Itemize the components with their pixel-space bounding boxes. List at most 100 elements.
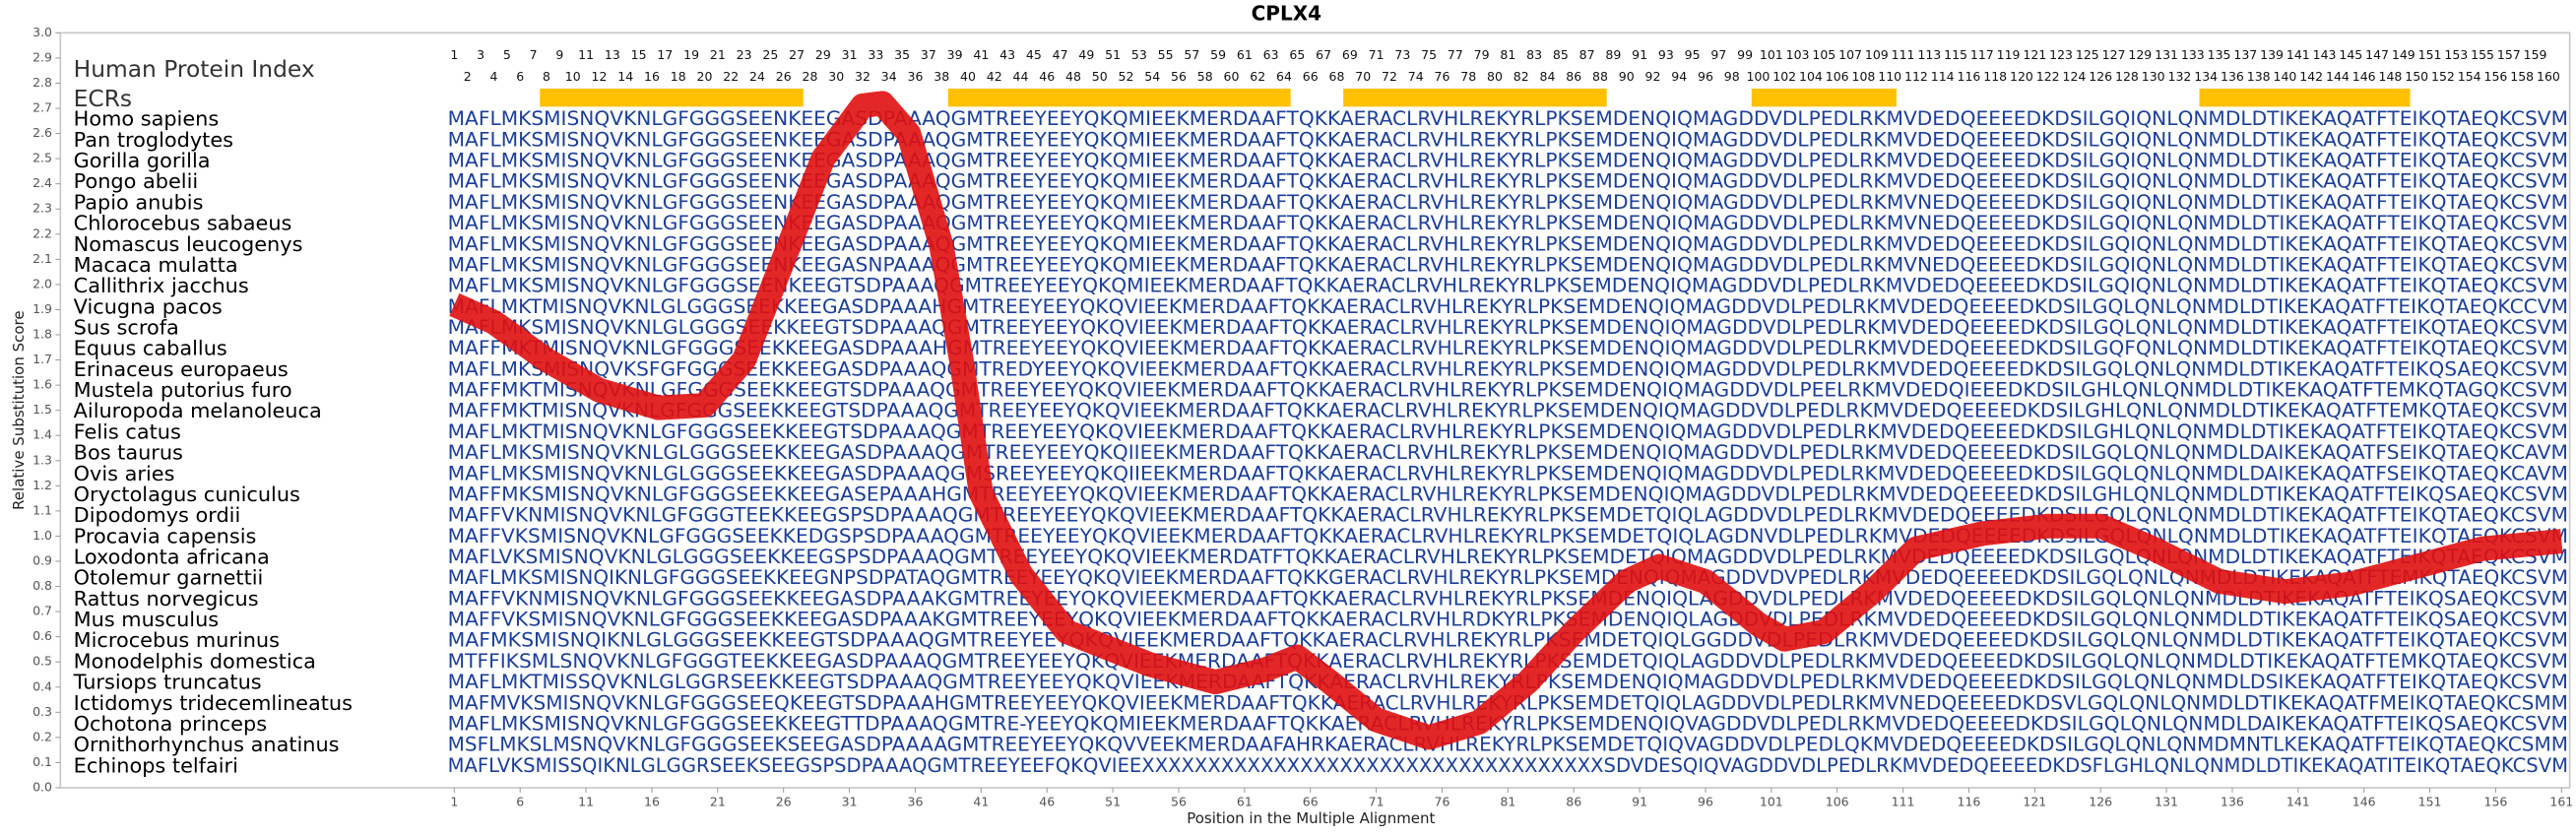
species-name: Mustela putorius furo [74, 378, 292, 402]
index-number: 123 [2049, 47, 2073, 62]
index-number: 66 [1303, 69, 1319, 84]
index-number: 129 [2128, 47, 2152, 62]
index-number: 91 [1632, 47, 1647, 62]
index-number: 14 [617, 69, 633, 84]
index-number: 15 [631, 47, 647, 62]
index-number: 11 [578, 47, 594, 62]
x-tick-label: 156 [2484, 795, 2508, 809]
index-number: 46 [1039, 69, 1055, 84]
x-tick-label: 121 [2023, 795, 2046, 809]
index-number: 124 [2063, 69, 2087, 84]
index-number: 131 [2155, 47, 2178, 62]
index-number: 89 [1605, 47, 1621, 62]
sequence: MAFLMKSMISNQVKNLGFGGGSEENKEEGASDPAAAQGMT… [448, 128, 2568, 151]
y-tick-label: 2.3 [32, 201, 52, 216]
sequence: MAFFVKSMISNQVKNLGFGGGSEEKKEEGASDPAAAKGMT… [448, 609, 2568, 631]
index-number: 57 [1184, 47, 1199, 62]
x-tick-label: 61 [1237, 795, 1253, 809]
sequence: MAFFVKNMISNQVKNLGFGGGTEEKKEEGSPSDPAAAQGM… [448, 504, 2568, 527]
index-number: 127 [2102, 47, 2126, 62]
y-tick-label: 2.9 [32, 49, 52, 64]
index-number: 72 [1382, 69, 1397, 84]
index-number: 114 [1931, 69, 1955, 84]
index-number: 112 [1904, 69, 1928, 84]
species-name: Mus musculus [74, 608, 219, 631]
x-tick-label: 46 [1039, 795, 1055, 809]
y-tick-label: 1.3 [32, 452, 52, 467]
sequence: MSFLMKSLMSNQVKNLGFGGGSEEKSEEGASDPAAAAGMT… [448, 734, 2568, 756]
index-number: 10 [565, 69, 581, 84]
species-name: Erinaceus europaeus [74, 357, 289, 381]
sequence: MAFLVKSMISSQIKNLGLGGRSEEKSEEGSPSDPAAAQGM… [448, 754, 2568, 777]
species-name: Ictidomys tridecemlineatus [74, 691, 353, 715]
index-number: 82 [1513, 69, 1529, 84]
index-number: 69 [1342, 47, 1358, 62]
sequence: MAFLMKSMISNQVKSFGFGGGSEEKKEEGASDPAAAQGMT… [448, 357, 2568, 380]
index-number: 133 [2181, 47, 2205, 62]
species-name: Nomascus leucogenys [74, 232, 303, 256]
index-number: 19 [683, 47, 699, 62]
index-number: 92 [1645, 69, 1661, 84]
index-number: 103 [1786, 47, 1810, 62]
index-number: 134 [2194, 69, 2218, 84]
species-name: Loxodonta africana [74, 546, 270, 569]
index-number: 13 [605, 47, 620, 62]
y-tick-label: 1.1 [32, 502, 52, 517]
index-number: 87 [1579, 47, 1595, 62]
species-name: Oryctolagus cuniculus [74, 483, 300, 506]
index-number: 7 [530, 47, 538, 62]
index-number: 119 [1997, 47, 2021, 62]
x-tick-label: 51 [1105, 795, 1121, 809]
x-tick-label: 101 [1760, 795, 1783, 809]
x-tick-label: 1 [450, 795, 458, 809]
x-tick-label: 111 [1892, 795, 1915, 809]
x-tick-label: 21 [710, 795, 726, 809]
index-number: 118 [1983, 69, 2007, 84]
species-name: Microcebus murinus [74, 628, 280, 652]
index-number: 140 [2274, 69, 2297, 84]
index-number: 146 [2352, 69, 2376, 84]
index-number: 1 [450, 47, 458, 62]
species-name: Monodelphis domestica [74, 649, 316, 673]
index-number: 143 [2313, 47, 2337, 62]
species-name: Ochotona princeps [74, 712, 267, 736]
index-number: 48 [1065, 69, 1081, 84]
sequence: MAFLMKSMISNQVKNLGLGGGSEEKKEEGASDPAAAQGMS… [448, 462, 2568, 484]
index-number: 102 [1772, 69, 1796, 84]
index-number: 34 [881, 69, 897, 84]
index-number: 65 [1289, 47, 1305, 62]
sequence: MAFLMKSMISNQVKNLGFGGGSEENKEEGTSDPAAAQGMT… [448, 275, 2568, 297]
sequence: MAFFMKTMISNQVKNLGFGGGSEEKKEEGTSDPAAAQGMT… [448, 400, 2568, 422]
x-tick-label: 151 [2418, 795, 2442, 809]
index-number: 159 [2524, 47, 2547, 62]
index-number: 28 [803, 69, 818, 84]
index-number: 108 [1852, 69, 1876, 84]
index-number: 23 [737, 47, 752, 62]
y-tick-label: 1.8 [32, 327, 52, 342]
y-tick-label: 0.8 [32, 578, 52, 593]
species-name: Otolemur garnettii [74, 566, 264, 590]
index-number: 50 [1092, 69, 1108, 84]
index-number: 49 [1078, 47, 1094, 62]
y-tick-label: 0.5 [32, 654, 52, 669]
sequence: MAFLMKSMISNQVKNLGFGGGSEENKEEGASDPAAAQGMT… [448, 107, 2568, 130]
y-tick-label: 1.5 [32, 402, 52, 417]
index-number: 149 [2392, 47, 2415, 62]
y-tick-label: 0.9 [32, 553, 52, 568]
sequence: MAFFMKTMISNQVKNLGFGGGSEEKKEEGASDPAAAHGMT… [448, 337, 2568, 359]
y-tick-label: 1.6 [32, 377, 52, 392]
x-tick-label: 86 [1566, 795, 1581, 809]
index-number: 74 [1408, 69, 1424, 84]
index-number: 96 [1698, 69, 1713, 84]
index-number: 148 [2379, 69, 2403, 84]
index-number: 17 [657, 47, 673, 62]
index-number: 58 [1197, 69, 1213, 84]
x-tick-label: 36 [908, 795, 924, 809]
index-number: 98 [1724, 69, 1740, 84]
index-number: 100 [1747, 69, 1771, 84]
index-number: 30 [828, 69, 844, 84]
x-tick-label: 141 [2286, 795, 2310, 809]
index-number: 42 [987, 69, 1002, 84]
